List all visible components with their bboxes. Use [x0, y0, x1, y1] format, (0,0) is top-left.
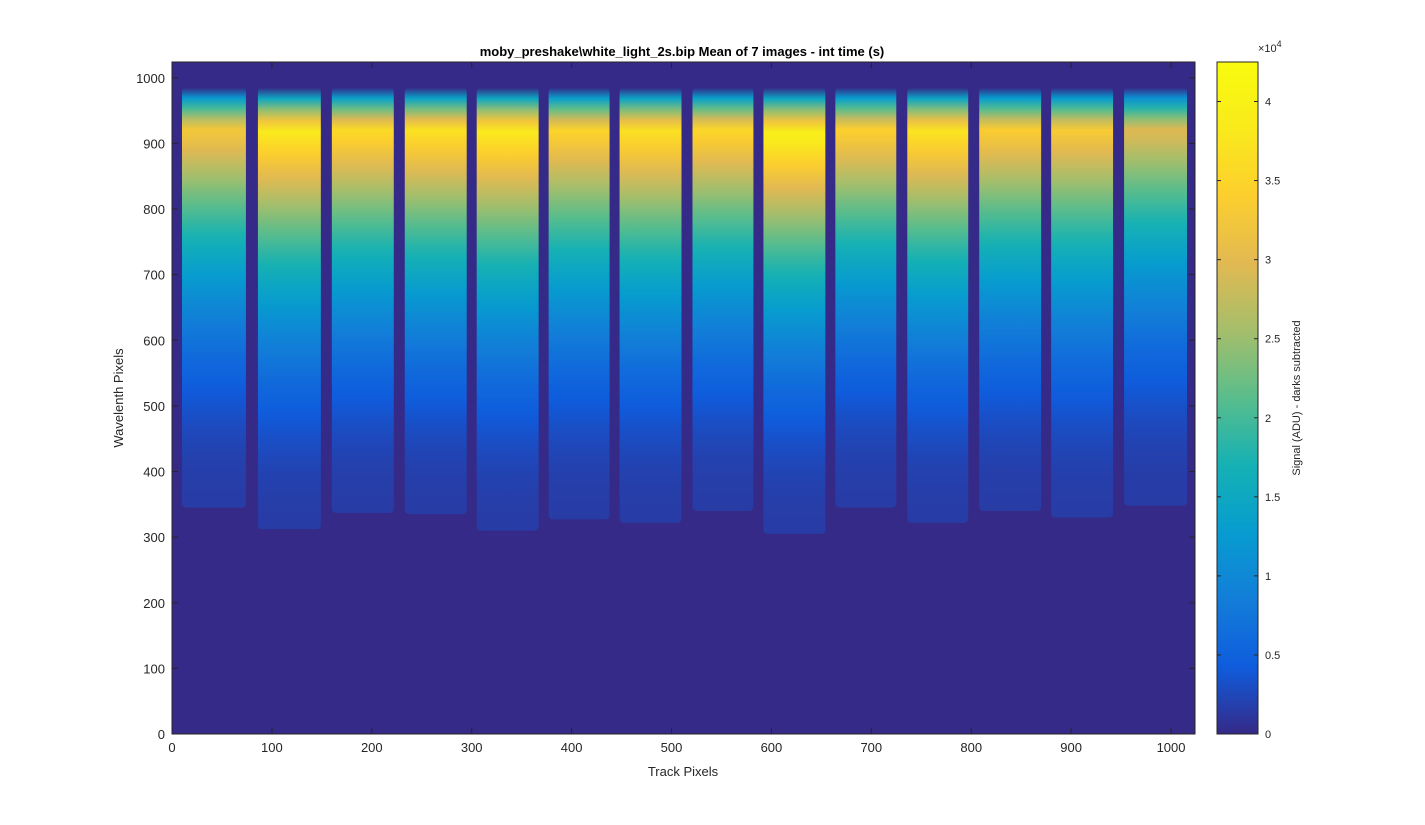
x-axis: 0 100 200 300 400 500 600 700 800 900 1000	[168, 62, 1185, 755]
colorbar-tick-label: 0	[1265, 729, 1271, 741]
y-tick-label: 0	[158, 727, 165, 742]
y-axis-label: Wavelenth Pixels	[111, 348, 126, 448]
colorbar-tick-label: 1	[1265, 571, 1271, 583]
colorbar	[1216, 61, 1259, 735]
colorbar-tick-label: 3.5	[1265, 176, 1280, 188]
colorbar-exponent: ×104	[1258, 39, 1282, 55]
track-band	[619, 87, 682, 523]
y-tick-label: 200	[143, 596, 165, 611]
plot-frame	[171, 61, 1196, 735]
heatmap-background	[172, 62, 1195, 734]
track-band	[979, 87, 1042, 511]
chart-title: moby_preshake\white_light_2s.bip Mean of…	[480, 44, 885, 59]
track-band	[692, 87, 754, 511]
x-tick-label: 200	[361, 740, 383, 755]
track-band	[476, 87, 539, 531]
colorbar-tick-label: 1.5	[1265, 492, 1280, 504]
colorbar-label: Signal (ADU) - darks subtracted	[1291, 320, 1303, 475]
y-axis: 0 100 200 300 400 500 600 700 800 900 1000	[136, 71, 1195, 742]
y-tick-label: 600	[143, 333, 165, 348]
x-tick-label: 300	[461, 740, 483, 755]
track-band	[257, 87, 321, 530]
y-tick-label: 700	[143, 268, 165, 283]
y-tick-label: 500	[143, 399, 165, 414]
x-tick-label: 800	[960, 740, 982, 755]
track-band	[181, 87, 246, 508]
plot-area	[171, 61, 1196, 735]
track-band	[763, 87, 826, 534]
x-tick-label: 1000	[1157, 740, 1186, 755]
colorbar-gradient	[1216, 61, 1259, 735]
track-band	[907, 87, 969, 523]
y-tick-label: 800	[143, 202, 165, 217]
x-tick-label: 900	[1060, 740, 1082, 755]
y-tick-label: 100	[143, 661, 165, 676]
x-axis-label: Track Pixels	[648, 764, 719, 779]
colorbar-axis: 0 0.5 1 1.5 2 2.5 3 3.5 4	[1217, 97, 1280, 741]
x-tick-label: 700	[860, 740, 882, 755]
track-band	[835, 87, 897, 508]
track-band	[331, 87, 394, 513]
track-band	[548, 87, 610, 520]
track-band	[404, 87, 467, 515]
y-tick-label: 400	[143, 465, 165, 480]
colorbar-tick-label: 3	[1265, 255, 1271, 267]
colorbar-tick-label: 2.5	[1265, 334, 1280, 346]
colorbar-tick-label: 2	[1265, 413, 1271, 425]
x-tick-label: 500	[661, 740, 683, 755]
x-tick-label: 100	[261, 740, 283, 755]
colorbar-tick-label: 4	[1265, 97, 1271, 109]
track-band	[1051, 87, 1114, 518]
x-tick-label: 0	[168, 740, 175, 755]
y-tick-label: 1000	[136, 71, 165, 86]
track-band	[1124, 87, 1188, 506]
colorbar-tick-label: 0.5	[1265, 650, 1280, 662]
y-tick-label: 900	[143, 136, 165, 151]
x-tick-label: 400	[561, 740, 583, 755]
y-tick-label: 300	[143, 530, 165, 545]
x-tick-label: 600	[761, 740, 783, 755]
